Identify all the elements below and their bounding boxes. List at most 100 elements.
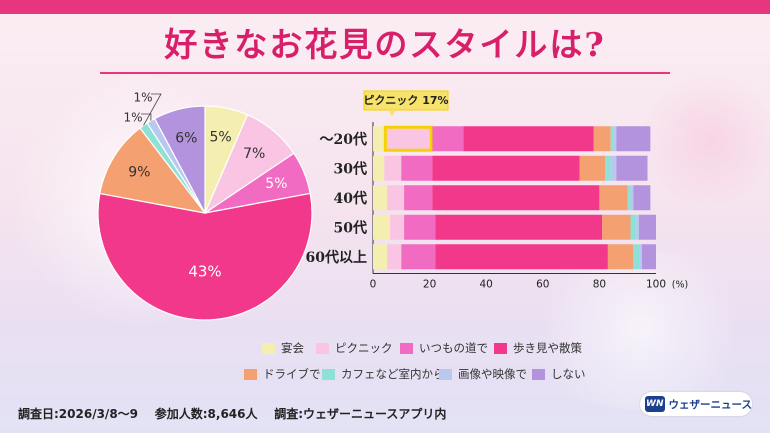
bar-segment-2-2 bbox=[384, 155, 402, 181]
callout-pointer bbox=[388, 110, 396, 116]
bar-segment-3-3 bbox=[404, 185, 433, 211]
bar-segment-5-3 bbox=[401, 244, 436, 270]
bar-segment-4-4 bbox=[435, 214, 603, 240]
logo-text: ウェザーニュース bbox=[668, 398, 752, 411]
bar-segment-4-7 bbox=[636, 214, 640, 240]
bar-segment-4-8 bbox=[639, 214, 656, 240]
bar-segment-1-1 bbox=[373, 126, 385, 152]
bar-segment-1-8 bbox=[616, 126, 651, 152]
bar-segment-3-6 bbox=[627, 185, 631, 211]
bar-segment-1-2 bbox=[384, 126, 433, 152]
legend-swatch bbox=[244, 368, 257, 380]
bar-segment-1-6 bbox=[610, 126, 614, 152]
x-tick-label: 60 bbox=[536, 279, 549, 291]
bar-segment-3-8 bbox=[633, 185, 651, 211]
legend-label: ピクニック bbox=[335, 341, 393, 355]
bar-segment-1-3 bbox=[432, 126, 464, 152]
bar-segment-5-1 bbox=[373, 244, 388, 270]
legend-swatch bbox=[439, 368, 452, 380]
legend-item: ピクニック bbox=[316, 340, 393, 356]
pie-chart: 5%7%5%43%9%1%1%6% bbox=[97, 91, 313, 321]
survey-source: 調査:ウェザーニュースアプリ内 bbox=[274, 407, 447, 421]
bar-segment-2-3 bbox=[401, 155, 433, 181]
bar-segment-2-4 bbox=[432, 155, 580, 181]
callout-highlight bbox=[383, 125, 433, 152]
pie-label-7: 1% bbox=[123, 111, 142, 125]
bar-segment-5-5 bbox=[607, 244, 634, 270]
legend-item: 宴会 bbox=[262, 340, 304, 356]
page-title: 好きなお花見のスタイルは? bbox=[164, 25, 606, 64]
bar-segment-4-6 bbox=[630, 214, 637, 240]
pie-label-8: 6% bbox=[175, 130, 197, 146]
bar-segment-3-7 bbox=[630, 185, 634, 211]
legend-label: 宴会 bbox=[281, 341, 304, 355]
bar-segment-2-7 bbox=[610, 155, 617, 181]
pie-leader-line bbox=[143, 93, 162, 126]
bar-segment-2-5 bbox=[579, 155, 606, 181]
bar-segment-4-1 bbox=[373, 214, 390, 240]
bar-segment-5-7 bbox=[639, 244, 642, 270]
title-underline bbox=[100, 72, 670, 74]
legend-item: いつもの道で bbox=[400, 340, 488, 356]
bar-segment-3-2 bbox=[387, 185, 405, 211]
bar-segment-4-5 bbox=[602, 214, 631, 240]
bar-segment-2-8 bbox=[616, 155, 648, 181]
x-tick-label: 100 bbox=[646, 279, 666, 291]
legend-item: ドライブで bbox=[244, 366, 321, 382]
blossom-decoration bbox=[520, 250, 760, 410]
participant-count: 参加人数:8,646人 bbox=[154, 407, 258, 421]
bar-segment-3-5 bbox=[599, 185, 628, 211]
bar-category-label: 60代以上 bbox=[306, 249, 367, 266]
bar-segment-2-6 bbox=[605, 155, 611, 181]
bar-segment-2-1 bbox=[373, 155, 385, 181]
legend-swatch bbox=[262, 342, 275, 354]
bar-segment-1-4 bbox=[463, 126, 594, 152]
legend-swatch bbox=[494, 342, 507, 354]
blossom-decoration bbox=[640, 70, 770, 210]
legend-swatch bbox=[316, 342, 329, 354]
bar-segment-5-4 bbox=[435, 244, 608, 270]
bar-segment-5-2 bbox=[387, 244, 402, 270]
legend-swatch bbox=[322, 368, 335, 380]
bar-segment-5-8 bbox=[641, 244, 656, 270]
bar-category-label: 50代 bbox=[334, 219, 367, 236]
x-tick-label: 20 bbox=[423, 279, 436, 291]
pie-leader-line bbox=[141, 113, 152, 121]
stacked-bar-chart: 〜20代 30代 40代 50代 60代以上 0 20 40 60 80 100 (%) ピクニック 1… bbox=[306, 90, 688, 291]
legend-item: 歩き見や散策 bbox=[494, 340, 582, 356]
bar-segment-5-6 bbox=[633, 244, 640, 270]
survey-date: 調査日:2026/3/8〜9 bbox=[18, 407, 139, 421]
legend-label: 歩き見や散策 bbox=[513, 341, 582, 355]
pie-label-1: 5% bbox=[209, 130, 231, 146]
bar-segment-3-1 bbox=[373, 185, 388, 211]
legend-label: しない bbox=[551, 367, 586, 381]
pie-label-6: 1% bbox=[133, 91, 152, 105]
bar-segment-1-7 bbox=[613, 126, 617, 152]
legend-label: カフェなど室内から bbox=[341, 367, 445, 381]
pie-slice-4 bbox=[97, 192, 313, 321]
top-accent-bar bbox=[0, 0, 770, 14]
callout-box bbox=[363, 90, 449, 111]
x-tick-label: 40 bbox=[480, 279, 493, 291]
bar-category-label: 40代 bbox=[334, 190, 367, 207]
pie-label-3: 5% bbox=[265, 176, 287, 192]
legend-swatch bbox=[532, 368, 545, 380]
survey-info: 調査日:2026/3/8〜9 参加人数:8,646人 調査:ウェザーニュースアプ… bbox=[18, 405, 446, 422]
bar-segment-1-5 bbox=[593, 126, 611, 152]
legend-swatch bbox=[400, 342, 413, 354]
pie-label-2: 7% bbox=[243, 146, 265, 162]
x-tick-label: 0 bbox=[370, 279, 377, 291]
bar-segment-3-4 bbox=[432, 185, 600, 211]
weathernews-logo: WN ウェザーニュース bbox=[640, 392, 752, 416]
bar-segment-4-3 bbox=[404, 214, 436, 240]
callout-label: ピクニック 17% bbox=[363, 94, 448, 107]
legend-item: カフェなど室内から bbox=[322, 366, 445, 382]
bar-segment-4-2 bbox=[389, 214, 405, 240]
legend-label: 画像や映像で bbox=[458, 367, 527, 381]
bar-category-label: 30代 bbox=[334, 160, 367, 177]
legend-label: いつもの道で bbox=[419, 341, 488, 355]
pie-label-5: 9% bbox=[128, 165, 150, 181]
bar-category-label: 〜20代 bbox=[320, 131, 367, 148]
pie-slice-8 bbox=[153, 105, 206, 214]
